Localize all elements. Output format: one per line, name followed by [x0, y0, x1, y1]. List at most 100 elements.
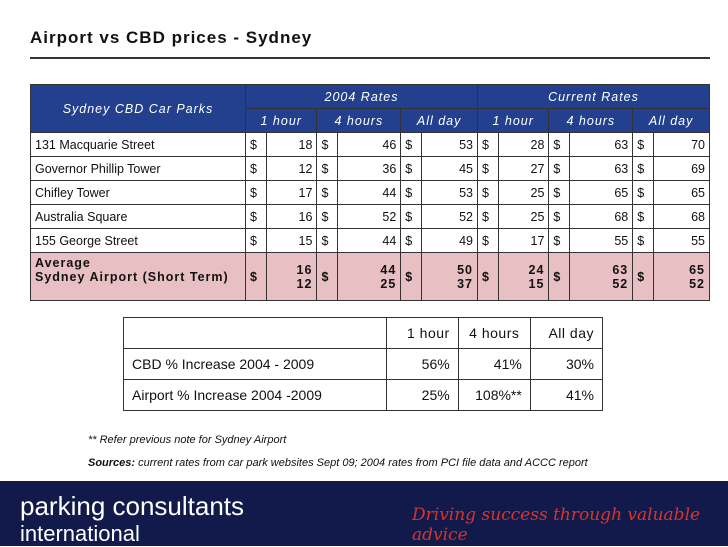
rate-value: 68: [653, 204, 710, 229]
sources-text: current rates from car park websites Sep…: [135, 457, 588, 469]
column-header-4hours: 4 hours: [457, 317, 531, 349]
column-header-current-allday: All day: [632, 108, 710, 133]
rate-value: 12: [265, 156, 318, 181]
currency-symbol: $: [632, 156, 655, 181]
rate-value: 15: [265, 228, 318, 253]
average-value: 50: [457, 262, 473, 277]
currency-symbol: $: [245, 156, 267, 181]
rate-value: 36: [337, 156, 402, 181]
rate-value: 52: [421, 204, 478, 229]
rate-value: 70: [653, 132, 710, 157]
average-airport-value: 65 52: [653, 252, 710, 301]
average-airport-value: 24 15: [497, 252, 550, 301]
average-value: 16: [296, 262, 313, 277]
column-header-2004-allday: All day: [400, 108, 478, 133]
currency-symbol: $: [548, 252, 571, 301]
rate-value: 55: [653, 228, 710, 253]
currency-symbol: $: [548, 132, 571, 157]
column-group-current-rates: Current Rates: [476, 84, 711, 109]
rate-value: 18: [265, 132, 318, 157]
table-row: 155 George Street $15 $44 $49 $17 $55 $5…: [30, 228, 710, 253]
car-park-name: Governor Phillip Tower: [30, 156, 246, 181]
rate-value: 46: [337, 132, 402, 157]
column-header-1hour: 1 hour: [385, 317, 459, 349]
rate-value: 63: [569, 156, 634, 181]
currency-symbol: $: [316, 228, 339, 253]
average-and-airport-row: Average Sydney Airport (Short Term) $ 16…: [30, 252, 710, 301]
column-header-2004-4hours: 4 hours: [316, 108, 402, 133]
rate-value: 53: [421, 180, 478, 205]
rates-table: Sydney CBD Car Parks 2004 Rates Current …: [30, 84, 711, 301]
increase-value: 56%: [385, 348, 459, 380]
tagline: Driving success through valuable advice: [412, 505, 701, 545]
airport-value: 12: [296, 276, 313, 291]
increase-row-label: CBD % Increase 2004 - 2009: [123, 348, 387, 380]
currency-symbol: $: [316, 252, 339, 301]
increase-value: 30%: [529, 348, 604, 380]
currency-symbol: $: [476, 132, 499, 157]
table-row: 131 Macquarie Street $18 $46 $53 $28 $63…: [30, 132, 710, 157]
rate-value: 17: [265, 180, 318, 205]
table-row: Chifley Tower $17 $44 $53 $25 $65 $65: [30, 180, 710, 205]
rate-value: 63: [569, 132, 634, 157]
airport-label: Sydney Airport (Short Term): [35, 270, 229, 284]
currency-symbol: $: [632, 252, 655, 301]
currency-symbol: $: [245, 204, 267, 229]
rate-value: 28: [497, 132, 550, 157]
car-park-name: Australia Square: [30, 204, 246, 229]
currency-symbol: $: [400, 252, 423, 301]
column-header-current-4hours: 4 hours: [548, 108, 634, 133]
airport-value: 52: [612, 276, 629, 291]
average-airport-value: 63 52: [569, 252, 634, 301]
rate-value: 53: [421, 132, 478, 157]
increase-value: 25%: [385, 379, 459, 411]
currency-symbol: $: [548, 156, 571, 181]
currency-symbol: $: [400, 180, 423, 205]
title-divider: [30, 57, 710, 59]
average-value: 63: [612, 262, 629, 277]
rate-value: 49: [421, 228, 478, 253]
currency-symbol: $: [245, 228, 267, 253]
currency-symbol: $: [548, 204, 571, 229]
increase-row-label: Airport % Increase 2004 -2009: [123, 379, 387, 411]
logo-text-line2: international: [20, 521, 140, 546]
currency-symbol: $: [400, 156, 423, 181]
sources-line: Sources: current rates from car park web…: [88, 457, 588, 469]
rate-value: 44: [337, 180, 402, 205]
currency-symbol: $: [400, 228, 423, 253]
table-row: Airport % Increase 2004 -2009 25% 108%**…: [123, 379, 604, 411]
logo-text-line1: parking consultants: [20, 491, 245, 521]
currency-symbol: $: [548, 180, 571, 205]
currency-symbol: $: [316, 180, 339, 205]
rate-value: 25: [497, 204, 550, 229]
currency-symbol: $: [632, 180, 655, 205]
rate-value: 27: [497, 156, 550, 181]
rate-value: 45: [421, 156, 478, 181]
car-park-name: Chifley Tower: [30, 180, 246, 205]
currency-symbol: $: [316, 204, 339, 229]
sources-label: Sources:: [88, 457, 136, 469]
page-title: Airport vs CBD prices - Sydney: [30, 28, 313, 47]
empty-header-cell: [123, 317, 387, 349]
airport-value: 37: [457, 276, 473, 291]
footnote: ** Refer previous note for Sydney Airpor…: [88, 434, 287, 446]
column-header-2004-1hour: 1 hour: [244, 108, 318, 133]
average-value: 24: [528, 262, 545, 277]
increase-value: 108%**: [457, 379, 531, 411]
car-park-name: 131 Macquarie Street: [30, 132, 246, 157]
average-value: 65: [689, 262, 705, 277]
currency-symbol: $: [316, 156, 339, 181]
rate-value: 68: [569, 204, 634, 229]
currency-symbol: $: [632, 228, 655, 253]
table-row: Governor Phillip Tower $12 $36 $45 $27 $…: [30, 156, 710, 181]
currency-symbol: $: [632, 204, 655, 229]
average-airport-label: Average Sydney Airport (Short Term): [30, 252, 246, 301]
column-header-car-parks: Sydney CBD Car Parks: [30, 84, 246, 133]
table-row: Australia Square $16 $52 $52 $25 $68 $68: [30, 204, 710, 229]
currency-symbol: $: [400, 132, 423, 157]
rate-value: 16: [265, 204, 318, 229]
airport-value: 15: [528, 276, 545, 291]
airport-value: 25: [380, 276, 397, 291]
currency-symbol: $: [245, 252, 267, 301]
currency-symbol: $: [632, 132, 655, 157]
